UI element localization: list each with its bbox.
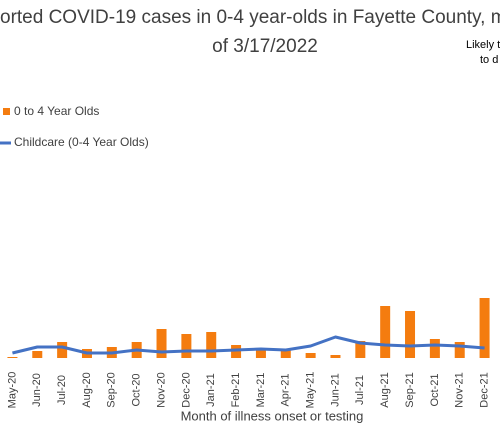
bar	[280, 350, 291, 358]
bar	[479, 298, 490, 358]
annotation: to d	[480, 54, 498, 66]
x-tick-label: Mar-21	[255, 373, 267, 408]
line	[12, 335, 485, 355]
bar	[305, 353, 316, 358]
x-tick-label: Dec-21	[478, 372, 490, 407]
bar	[405, 311, 416, 358]
x-tick-label: Dec-20	[180, 372, 192, 407]
bar	[57, 342, 68, 358]
x-tick-label: Sep-21	[404, 372, 416, 407]
x-tick-label: Nov-21	[454, 372, 466, 407]
x-tick-label: Aug-20	[81, 372, 93, 407]
bar	[380, 306, 391, 358]
x-tick-label: Apr-21	[280, 373, 292, 406]
x-tick-label: Jul-21	[354, 375, 366, 405]
x-tick-label: Aug-21	[379, 372, 391, 407]
bar	[181, 334, 192, 358]
legend-swatch-bar	[3, 108, 10, 115]
x-tick-label: Jul-20	[56, 375, 68, 405]
x-tick-label: Jan-21	[205, 373, 217, 407]
x-tick-label: May-20	[6, 372, 18, 409]
x-tick-label: Oct-21	[429, 373, 441, 406]
x-tick-label: May-21	[305, 372, 317, 409]
bar	[429, 339, 440, 358]
bar	[32, 351, 43, 358]
bar	[7, 357, 18, 358]
bar	[454, 342, 465, 358]
bar	[156, 329, 167, 358]
x-tick-label: Jun-20	[31, 373, 43, 407]
x-tick-label: Jun-21	[329, 373, 341, 407]
annotation: Likely t	[466, 39, 500, 51]
chart-title: orted COVID-19 cases in 0-4 year-olds in…	[0, 7, 500, 28]
legend-label: 0 to 4 Year Olds	[14, 104, 99, 118]
chart-subtitle: of 3/17/2022	[212, 36, 318, 57]
bar	[355, 341, 366, 358]
bar	[206, 332, 217, 358]
x-tick-label: Feb-21	[230, 373, 242, 408]
legend-label: Childcare (0-4 Year Olds)	[14, 135, 149, 149]
bar	[330, 355, 341, 358]
bar	[255, 348, 266, 358]
x-tick-label: Nov-20	[155, 372, 167, 407]
x-tick-label: Sep-20	[106, 372, 118, 407]
x-axis-label: Month of illness onset or testing	[181, 408, 364, 423]
x-tick-label: Oct-20	[131, 373, 143, 406]
